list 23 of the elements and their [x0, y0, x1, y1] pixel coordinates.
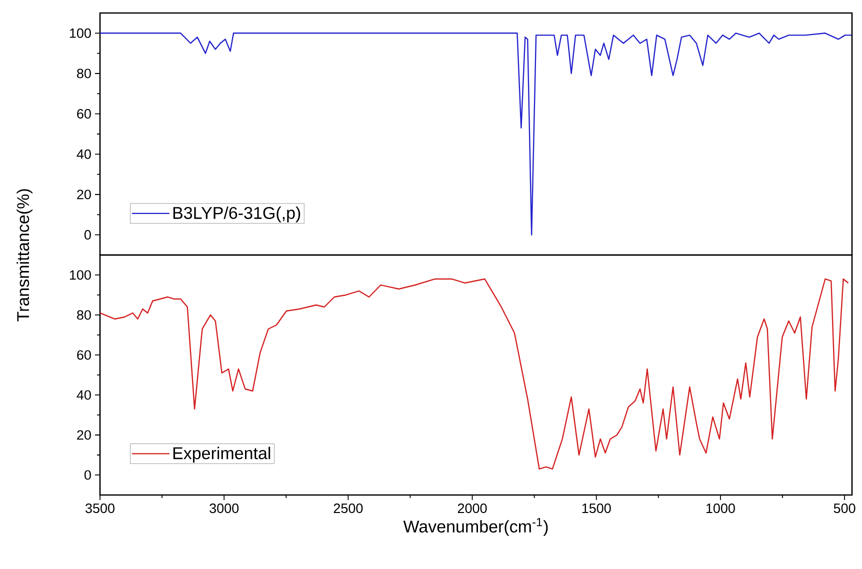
- legend-label: Experimental: [173, 446, 270, 463]
- y-tick-label: 80: [77, 310, 91, 320]
- x-axis-title: Wavenumber(cm$^{-1}$): [403, 518, 548, 536]
- y-tick-label: 0: [84, 230, 91, 240]
- legend-label: B3LYP/6-31G(,p): [173, 206, 300, 222]
- x-tick-label: 3000: [210, 504, 239, 514]
- y-tick-label: 20: [77, 190, 91, 200]
- x-tick-label: 1500: [582, 504, 611, 514]
- y-tick-label: 20: [77, 430, 91, 440]
- y-tick-label: 40: [76, 390, 91, 400]
- y-tick-label: 0: [84, 470, 91, 480]
- y-tick-label: 60: [77, 109, 91, 119]
- x-tick-label: 2500: [334, 504, 363, 514]
- x-tick-label: 500: [834, 504, 856, 514]
- x-tick-label: 3500: [86, 504, 114, 514]
- x-tick-label: 2000: [458, 504, 487, 514]
- y-tick-label: 60: [77, 350, 91, 360]
- y-tick-label: 100: [70, 28, 91, 38]
- y-tick-label: 80: [77, 68, 91, 78]
- y-tick-label: 100: [70, 270, 91, 280]
- y-axis-title: Transmittance(%): [16, 189, 32, 322]
- y-tick-label: 40: [76, 149, 91, 159]
- x-tick-label: 1000: [706, 504, 735, 514]
